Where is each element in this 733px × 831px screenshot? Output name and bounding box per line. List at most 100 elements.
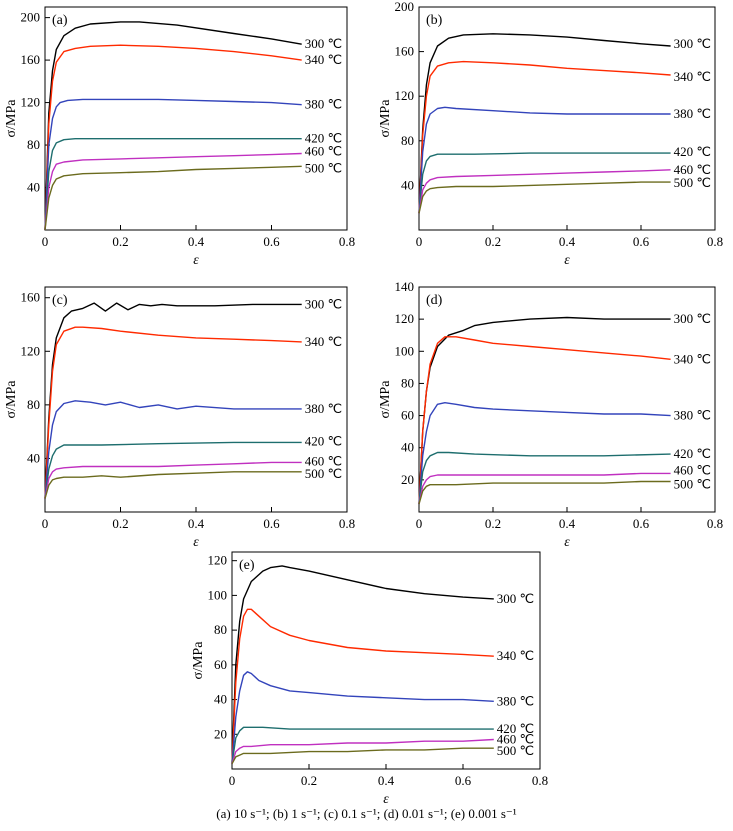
chart-panel: 0 0.2 0.4 0.6 0.8 40 80 120 160 200 ε σ/MPa (b) 300 ℃… — [378, 0, 723, 268]
y-axis-title: σ/MPa — [4, 380, 19, 419]
series-line — [44, 461, 302, 499]
y-axis-title: σ/MPa — [378, 99, 393, 138]
series-line — [44, 165, 302, 231]
y-tick-label: 60 — [401, 408, 414, 423]
chart-panel: 0 0.2 0.4 0.6 0.8 20 40 60 80 100 120 ε σ/MPa (e) 300 … — [191, 551, 548, 807]
y-tick-label: 120 — [395, 88, 415, 103]
series-line — [231, 738, 494, 765]
x-tick-label: 0.8 — [532, 773, 548, 788]
series-line — [231, 726, 494, 764]
series-label: 500 ℃ — [305, 466, 342, 481]
x-tick-label: 0.8 — [339, 234, 355, 249]
x-tick-label: 0.4 — [188, 234, 205, 249]
series-label: 380 ℃ — [497, 693, 534, 708]
y-tick-label: 40 — [27, 180, 40, 195]
y-tick-label: 100 — [395, 343, 415, 358]
series-label: 380 ℃ — [305, 401, 342, 416]
y-tick-label: 40 — [401, 440, 414, 455]
series-label: 380 ℃ — [674, 408, 711, 423]
series-line — [418, 451, 671, 505]
series-line — [231, 747, 494, 765]
series-label: 340 ℃ — [305, 52, 342, 67]
y-tick-label: 80 — [401, 375, 414, 390]
series-line — [418, 472, 671, 505]
series-line — [44, 21, 302, 231]
series-line — [44, 98, 302, 231]
x-tick-label: 0 — [416, 516, 423, 531]
x-tick-label: 0.2 — [112, 234, 128, 249]
series-line — [44, 326, 302, 499]
y-tick-label: 20 — [214, 726, 227, 741]
y-tick-label: 120 — [395, 311, 415, 326]
series-line — [44, 471, 302, 499]
series-label: 340 ℃ — [674, 351, 711, 366]
series-label: 460 ℃ — [305, 144, 342, 159]
y-tick-label: 200 — [21, 10, 41, 25]
series-line — [418, 169, 671, 214]
x-tick-label: 0.2 — [485, 234, 501, 249]
y-tick-label: 40 — [27, 450, 40, 465]
series-label: 340 ℃ — [497, 648, 534, 663]
series-label: 300 ℃ — [674, 311, 711, 326]
plot-frame — [44, 6, 348, 231]
series-label: 300 ℃ — [497, 591, 534, 606]
series-line — [44, 441, 302, 499]
panel-label: (b) — [426, 13, 443, 28]
y-tick-label: 80 — [214, 622, 227, 637]
x-tick-label: 0.6 — [263, 234, 280, 249]
panel-label: (a) — [52, 13, 68, 28]
x-tick-label: 0.8 — [707, 516, 723, 531]
series-label: 460 ℃ — [497, 731, 534, 746]
y-tick-label: 120 — [21, 95, 41, 110]
y-axis-title: σ/MPa — [191, 641, 206, 680]
x-tick-label: 0.4 — [378, 773, 395, 788]
y-tick-label: 80 — [27, 397, 40, 412]
series-label: 380 ℃ — [305, 97, 342, 112]
series-line — [418, 33, 671, 214]
y-tick-label: 80 — [401, 133, 414, 148]
series-label: 420 ℃ — [497, 721, 534, 736]
x-tick-label: 0.4 — [188, 516, 205, 531]
x-axis-title: ε — [193, 253, 199, 268]
x-axis-title: ε — [564, 253, 570, 268]
y-tick-label: 40 — [401, 177, 414, 192]
y-tick-label: 140 — [395, 279, 415, 294]
x-tick-label: 0 — [229, 773, 236, 788]
series-line — [418, 152, 671, 214]
x-axis-title: ε — [193, 535, 199, 550]
y-tick-label: 120 — [208, 553, 228, 568]
series-label: 380 ℃ — [674, 106, 711, 121]
panel-label: (c) — [52, 293, 68, 308]
y-tick-label: 120 — [21, 343, 41, 358]
series-label: 300 ℃ — [305, 36, 342, 51]
panel-label: (e) — [239, 558, 255, 573]
series-label: 460 ℃ — [674, 462, 711, 477]
y-axis-title: σ/MPa — [4, 99, 19, 138]
x-tick-label: 0.6 — [633, 234, 650, 249]
x-axis-title: ε — [383, 792, 389, 807]
series-label: 500 ℃ — [674, 175, 711, 190]
plot-frame — [418, 6, 716, 231]
x-tick-label: 0 — [416, 234, 423, 249]
figure-caption: (a) 10 s⁻¹; (b) 1 s⁻¹; (c) 0.1 s⁻¹; (d) … — [216, 806, 517, 821]
x-tick-label: 0.4 — [559, 234, 576, 249]
series-label: 460 ℃ — [674, 162, 711, 177]
x-tick-label: 0.8 — [339, 516, 355, 531]
series-line — [418, 336, 671, 505]
series-line — [231, 608, 494, 764]
series-line — [44, 44, 302, 231]
panel-label: (d) — [426, 293, 443, 308]
series-line — [418, 480, 671, 505]
y-tick-label: 40 — [214, 692, 227, 707]
chart-panel: 0 0.2 0.4 0.6 0.8 20 40 60 80 100 120 140 ε σ/MPa (d) 3… — [378, 279, 723, 550]
chart-panel: 0 0.2 0.4 0.6 0.8 40 80 120 160 200 ε σ/MPa (a) 300 ℃… — [4, 6, 355, 268]
series-line — [418, 60, 671, 214]
series-label: 420 ℃ — [674, 446, 711, 461]
x-tick-label: 0 — [42, 516, 49, 531]
plot-frame — [231, 551, 541, 770]
plot-frame — [44, 286, 348, 513]
series-label: 420 ℃ — [305, 131, 342, 146]
y-tick-label: 60 — [214, 657, 227, 672]
series-line — [231, 565, 494, 764]
series-label: 500 ℃ — [497, 743, 534, 758]
